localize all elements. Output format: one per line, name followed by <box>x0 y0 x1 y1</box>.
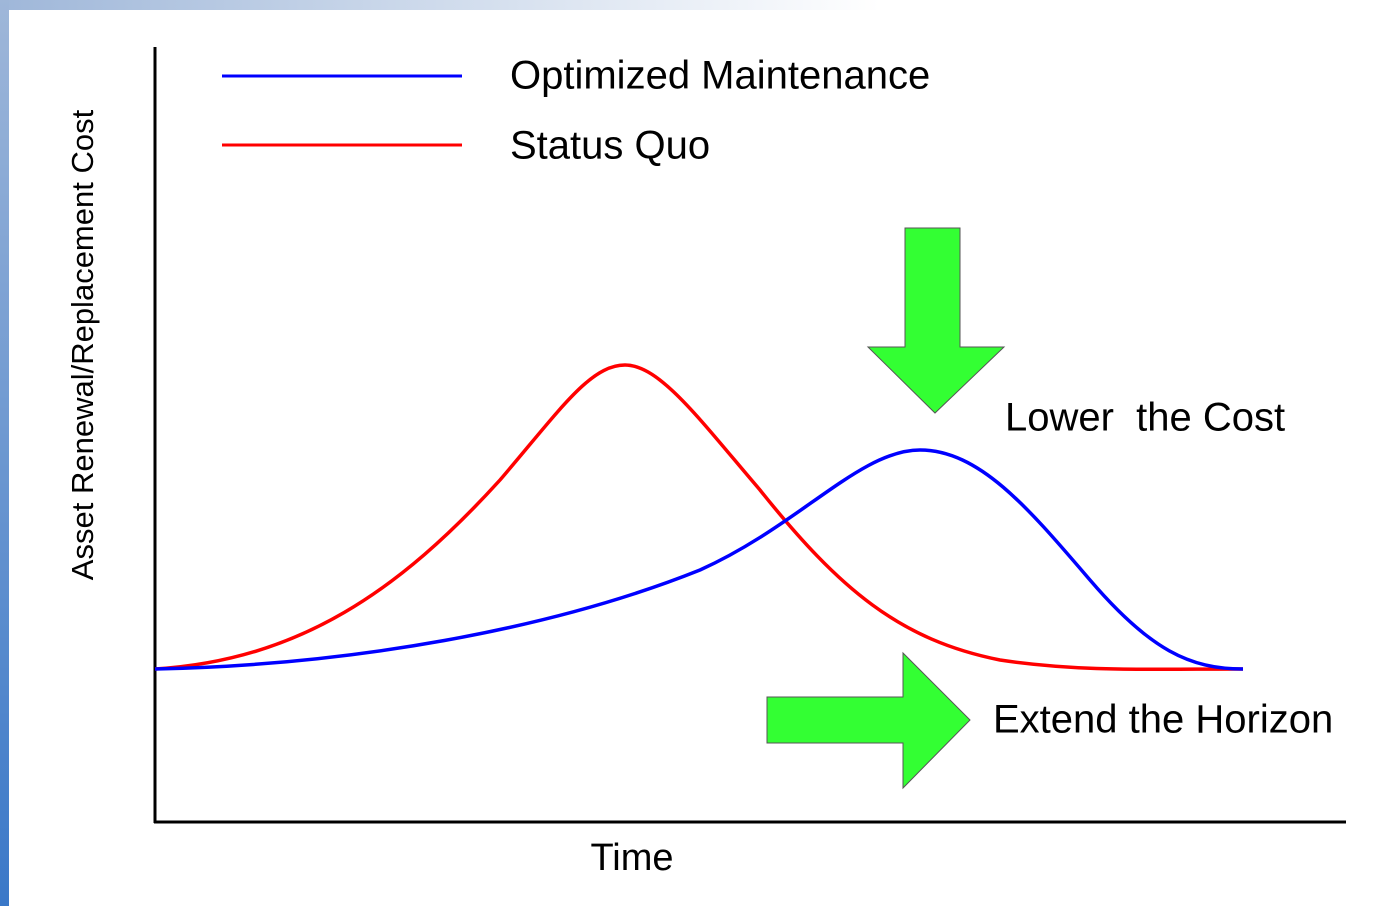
annotation: Extend the Horizon <box>993 698 1333 742</box>
x-axis-label: Time <box>590 837 673 879</box>
top-band <box>0 0 1100 10</box>
annotation: Lower the Cost <box>1005 396 1285 440</box>
status-quo-curve <box>154 363 1244 672</box>
y-axis-label: Asset Renewal/Replacement Cost <box>65 109 100 580</box>
optimized-curve <box>154 448 1244 671</box>
left-band <box>0 0 9 906</box>
right-arrow <box>766 651 971 790</box>
legend-label: Status Quo <box>510 124 710 168</box>
down-arrow <box>866 227 1006 414</box>
legend-label: Optimized Maintenance <box>510 54 930 98</box>
